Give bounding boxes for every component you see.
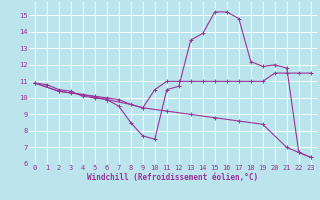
X-axis label: Windchill (Refroidissement éolien,°C): Windchill (Refroidissement éolien,°C) bbox=[87, 173, 258, 182]
